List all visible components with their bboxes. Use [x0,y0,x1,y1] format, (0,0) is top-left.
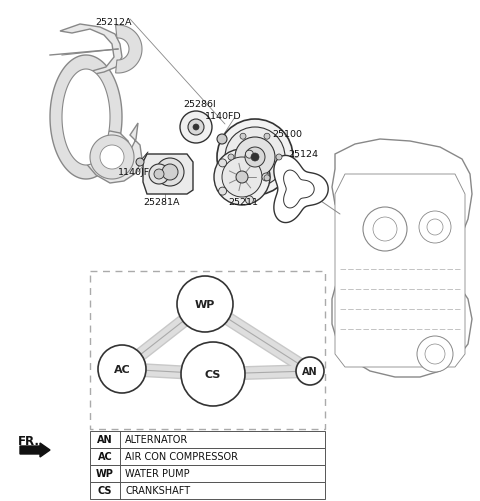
Circle shape [156,159,184,187]
Text: AC: AC [114,364,131,374]
Circle shape [235,138,275,178]
Circle shape [180,112,212,144]
Polygon shape [62,70,110,166]
Circle shape [188,120,204,136]
Text: CS: CS [205,369,221,379]
Polygon shape [284,171,314,208]
Circle shape [264,175,270,181]
Bar [90,448,325,465]
Circle shape [236,172,248,184]
Bar [90,431,325,448]
Bar [90,272,325,429]
Text: AC: AC [97,451,112,461]
Circle shape [276,155,282,161]
Circle shape [217,120,293,195]
Circle shape [427,219,443,235]
Circle shape [373,217,397,241]
Polygon shape [90,136,134,180]
Circle shape [425,344,445,364]
Circle shape [217,135,227,145]
Text: 1140FD: 1140FD [205,112,241,121]
Text: 1140JF: 1140JF [118,168,150,177]
Text: AIR CON COMPRESSOR: AIR CON COMPRESSOR [125,451,238,461]
Circle shape [136,159,144,167]
Circle shape [240,134,246,140]
Circle shape [225,128,285,188]
Circle shape [251,154,259,162]
Text: 25211: 25211 [228,197,258,206]
Polygon shape [116,26,142,74]
Circle shape [222,158,262,197]
Polygon shape [50,56,122,180]
Circle shape [245,151,253,159]
Circle shape [98,345,146,393]
Circle shape [181,342,245,406]
Circle shape [214,150,270,205]
Circle shape [218,160,227,167]
Circle shape [264,134,270,140]
Text: CS: CS [98,485,112,495]
Text: 25281A: 25281A [143,197,180,206]
Text: 25286I: 25286I [183,100,216,109]
Text: WATER PUMP: WATER PUMP [125,468,190,478]
Circle shape [262,174,270,182]
Circle shape [218,188,227,196]
Polygon shape [100,146,124,170]
Circle shape [245,196,253,204]
Polygon shape [332,140,472,377]
Polygon shape [335,175,465,367]
Circle shape [419,211,451,243]
Text: AN: AN [302,366,318,376]
Text: FR.: FR. [18,434,40,447]
Circle shape [193,125,199,131]
Text: 25100: 25100 [272,130,302,139]
Circle shape [154,170,164,180]
Text: WP: WP [195,300,215,310]
Bar [90,465,325,482]
Polygon shape [143,155,193,194]
Circle shape [162,165,178,181]
Circle shape [296,357,324,385]
Circle shape [245,148,265,168]
Circle shape [240,175,246,181]
Text: 25124: 25124 [288,150,318,159]
Circle shape [177,277,233,332]
Circle shape [228,155,234,161]
Text: 25212A: 25212A [95,18,132,27]
Text: CRANKSHAFT: CRANKSHAFT [125,485,190,495]
Bar [90,482,325,499]
Circle shape [417,336,453,372]
Polygon shape [274,156,328,223]
Polygon shape [60,25,142,184]
Text: AN: AN [97,435,113,444]
Text: ALTERNATOR: ALTERNATOR [125,435,188,444]
Circle shape [149,165,169,185]
FancyArrow shape [20,443,50,457]
Circle shape [363,207,407,252]
Text: WP: WP [96,468,114,478]
